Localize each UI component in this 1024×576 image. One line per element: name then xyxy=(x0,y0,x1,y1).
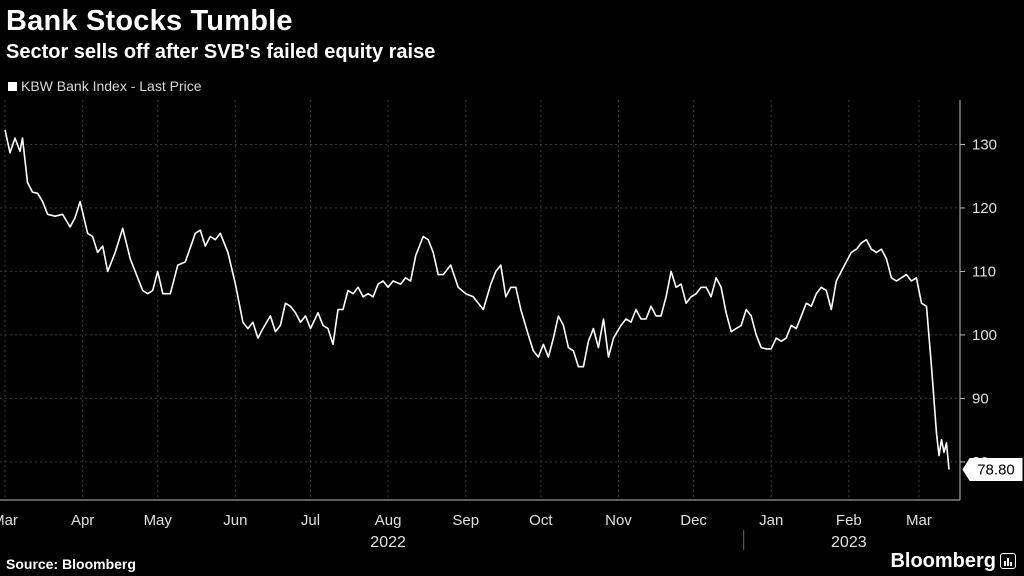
brand-logo: Bloomberg xyxy=(890,549,1016,573)
y-tick-label: 100 xyxy=(972,327,997,344)
last-value-label: 78.80 xyxy=(977,462,1015,479)
last-value-badge xyxy=(962,458,1023,482)
y-tick-label: 110 xyxy=(972,263,996,280)
chart-icon xyxy=(1000,553,1016,569)
year-label: 2023 xyxy=(831,534,867,551)
x-tick-label: Dec xyxy=(680,512,707,529)
chart-legend: KBW Bank Index - Last Price xyxy=(8,77,202,95)
x-tick-label: May xyxy=(144,512,173,529)
year-label: 2022 xyxy=(370,534,406,551)
x-tick-label: Mar xyxy=(906,512,932,529)
series-line xyxy=(4,129,950,470)
brand-name: Bloomberg xyxy=(890,550,996,572)
legend-label: KBW Bank Index - Last Price xyxy=(21,78,202,94)
x-tick-label: Jun xyxy=(223,512,247,529)
y-tick-label: 90 xyxy=(972,390,989,407)
chart-title: Bank Stocks Tumble xyxy=(6,5,293,37)
x-tick-label: Mar xyxy=(0,512,18,529)
x-tick-label: Sep xyxy=(452,512,479,529)
x-tick-label: Jul xyxy=(301,512,320,529)
chart-subtitle: Sector sells off after SVB's failed equi… xyxy=(6,41,436,63)
y-tick-label: 120 xyxy=(972,200,997,217)
x-tick-label: Nov xyxy=(605,512,632,529)
x-tick-label: Jan xyxy=(759,512,783,529)
x-tick-label: Oct xyxy=(529,512,553,529)
x-tick-label: Aug xyxy=(375,512,402,529)
y-tick-label: 130 xyxy=(972,136,997,153)
x-tick-label: Feb xyxy=(836,512,862,529)
x-tick-label: Apr xyxy=(71,512,94,529)
source-note: Source: Bloomberg xyxy=(6,556,136,572)
legend-swatch xyxy=(8,81,17,91)
